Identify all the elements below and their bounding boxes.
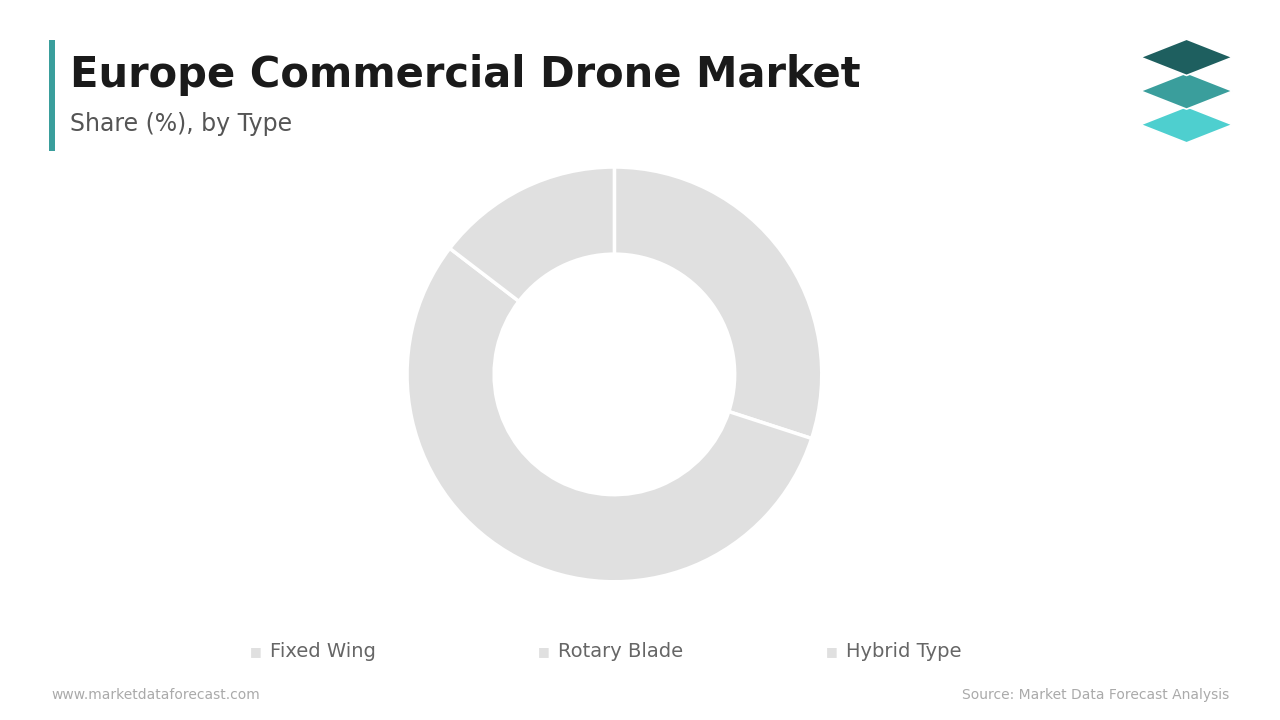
Polygon shape: [1140, 39, 1233, 76]
Text: ■: ■: [250, 645, 261, 658]
Text: Fixed Wing: Fixed Wing: [270, 642, 376, 661]
Text: www.marketdataforecast.com: www.marketdataforecast.com: [51, 688, 260, 702]
Text: Hybrid Type: Hybrid Type: [846, 642, 961, 661]
Text: ■: ■: [538, 645, 549, 658]
Text: Europe Commercial Drone Market: Europe Commercial Drone Market: [70, 54, 861, 96]
Text: ■: ■: [826, 645, 837, 658]
Text: Share (%), by Type: Share (%), by Type: [70, 112, 293, 135]
Wedge shape: [449, 167, 614, 301]
Polygon shape: [1140, 73, 1233, 109]
Text: Rotary Blade: Rotary Blade: [558, 642, 684, 661]
FancyBboxPatch shape: [49, 40, 55, 151]
Wedge shape: [614, 167, 822, 438]
Wedge shape: [407, 248, 812, 582]
Polygon shape: [1140, 107, 1233, 143]
Text: Source: Market Data Forecast Analysis: Source: Market Data Forecast Analysis: [961, 688, 1229, 702]
